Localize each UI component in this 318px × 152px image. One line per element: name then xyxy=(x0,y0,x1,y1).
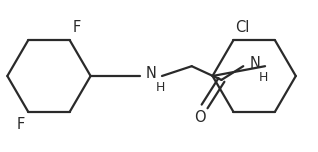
Text: F: F xyxy=(17,117,25,132)
Text: N: N xyxy=(146,66,157,81)
Text: O: O xyxy=(194,110,205,125)
Text: F: F xyxy=(73,20,81,35)
Text: H: H xyxy=(156,81,165,94)
Text: N: N xyxy=(249,56,260,71)
Text: H: H xyxy=(259,71,268,84)
Text: Cl: Cl xyxy=(235,20,250,35)
